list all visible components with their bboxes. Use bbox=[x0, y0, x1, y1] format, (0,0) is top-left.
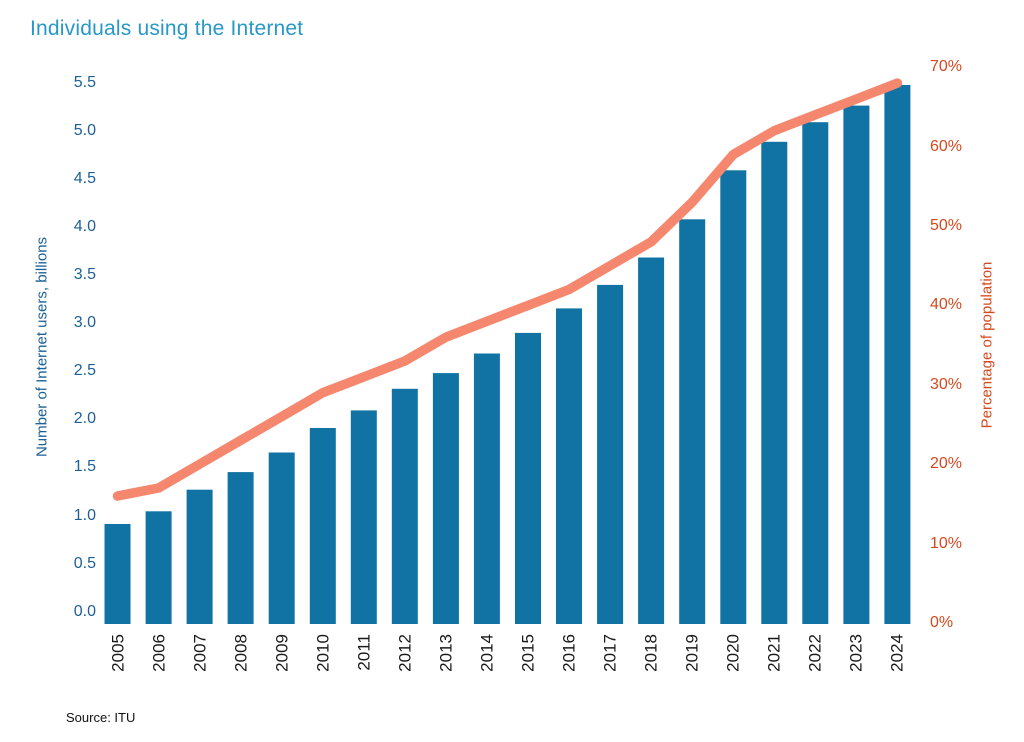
x-axis-label-2007: 2007 bbox=[190, 634, 210, 672]
bar-2022 bbox=[802, 122, 829, 624]
left-axis-tick: 2.0 bbox=[73, 410, 96, 428]
x-axis-label-2022: 2022 bbox=[805, 634, 825, 672]
bar-2024 bbox=[884, 85, 911, 624]
bar-2017 bbox=[597, 284, 624, 624]
bar-2006 bbox=[145, 511, 172, 624]
bar-2008 bbox=[227, 472, 254, 624]
bar-2015 bbox=[515, 332, 541, 624]
x-axis-label-2009: 2009 bbox=[272, 634, 292, 672]
right-axis-tick: 60% bbox=[930, 137, 963, 155]
right-axis-tick: 40% bbox=[930, 296, 963, 314]
x-axis-label-2019: 2019 bbox=[682, 634, 702, 672]
left-axis-tick: 5.5 bbox=[73, 73, 96, 91]
left-axis-tick: 4.5 bbox=[73, 169, 96, 187]
left-axis-tick: 2.5 bbox=[73, 362, 96, 380]
right-axis-tick: 20% bbox=[930, 455, 963, 473]
percentage-line bbox=[112, 78, 903, 501]
x-axis-label-2021: 2021 bbox=[764, 634, 784, 672]
bar-2010 bbox=[309, 428, 336, 624]
x-axis-label-2015: 2015 bbox=[518, 634, 538, 672]
bar-2014 bbox=[473, 353, 500, 624]
x-axis-label-2008: 2008 bbox=[231, 634, 251, 672]
left-axis-tick: 3.5 bbox=[73, 266, 96, 283]
x-axis-label-2005: 2005 bbox=[108, 634, 127, 672]
right-axis-tick: 70% bbox=[930, 58, 963, 76]
x-axis-label-2006: 2006 bbox=[149, 634, 169, 672]
x-axis-label-2017: 2017 bbox=[600, 634, 620, 672]
bar-2013 bbox=[432, 373, 459, 624]
bar-2007 bbox=[186, 489, 213, 624]
bar-2020 bbox=[720, 170, 747, 625]
x-axis-label-2024: 2024 bbox=[887, 634, 907, 672]
x-axis-label-2020: 2020 bbox=[723, 634, 743, 672]
x-axis-label-2023: 2023 bbox=[846, 634, 866, 672]
source-note: Source: ITU bbox=[66, 710, 136, 725]
chart-title: Individuals using the Internet bbox=[30, 17, 304, 40]
x-axis-label-2013: 2013 bbox=[436, 634, 456, 672]
left-axis-tick: 1.0 bbox=[73, 506, 96, 524]
x-axis-label-2016: 2016 bbox=[559, 634, 579, 672]
x-axis-label-2010: 2010 bbox=[313, 634, 333, 672]
right-axis-tick: 50% bbox=[930, 217, 963, 234]
bar-2011 bbox=[350, 410, 377, 624]
bar-2009 bbox=[268, 452, 295, 624]
bar-2021 bbox=[761, 141, 788, 625]
bar-2018 bbox=[638, 257, 665, 624]
bar-2019 bbox=[679, 219, 706, 625]
bar-2016 bbox=[556, 308, 582, 624]
bar-2023 bbox=[843, 105, 870, 625]
x-axis-label-2011: 2011 bbox=[354, 634, 374, 671]
left-axis-tick: 0.5 bbox=[73, 554, 96, 572]
right-axis-tick: 30% bbox=[930, 375, 963, 393]
x-axis-label-2018: 2018 bbox=[641, 634, 661, 672]
left-axis-tick: 1.5 bbox=[73, 458, 96, 476]
right-axis-tick: 10% bbox=[930, 534, 963, 552]
x-axis-label-2012: 2012 bbox=[395, 634, 415, 672]
bar-2005 bbox=[104, 524, 131, 624]
left-axis-tick: 3.0 bbox=[73, 314, 96, 332]
left-axis-tick: 0.0 bbox=[73, 602, 96, 620]
left-axis-tick: 4.0 bbox=[73, 217, 96, 235]
left-axis-tick: 5.0 bbox=[73, 121, 96, 139]
right-axis-tick: 0% bbox=[930, 614, 954, 631]
x-axis-label-2014: 2014 bbox=[477, 634, 497, 672]
bar-2012 bbox=[391, 388, 418, 624]
